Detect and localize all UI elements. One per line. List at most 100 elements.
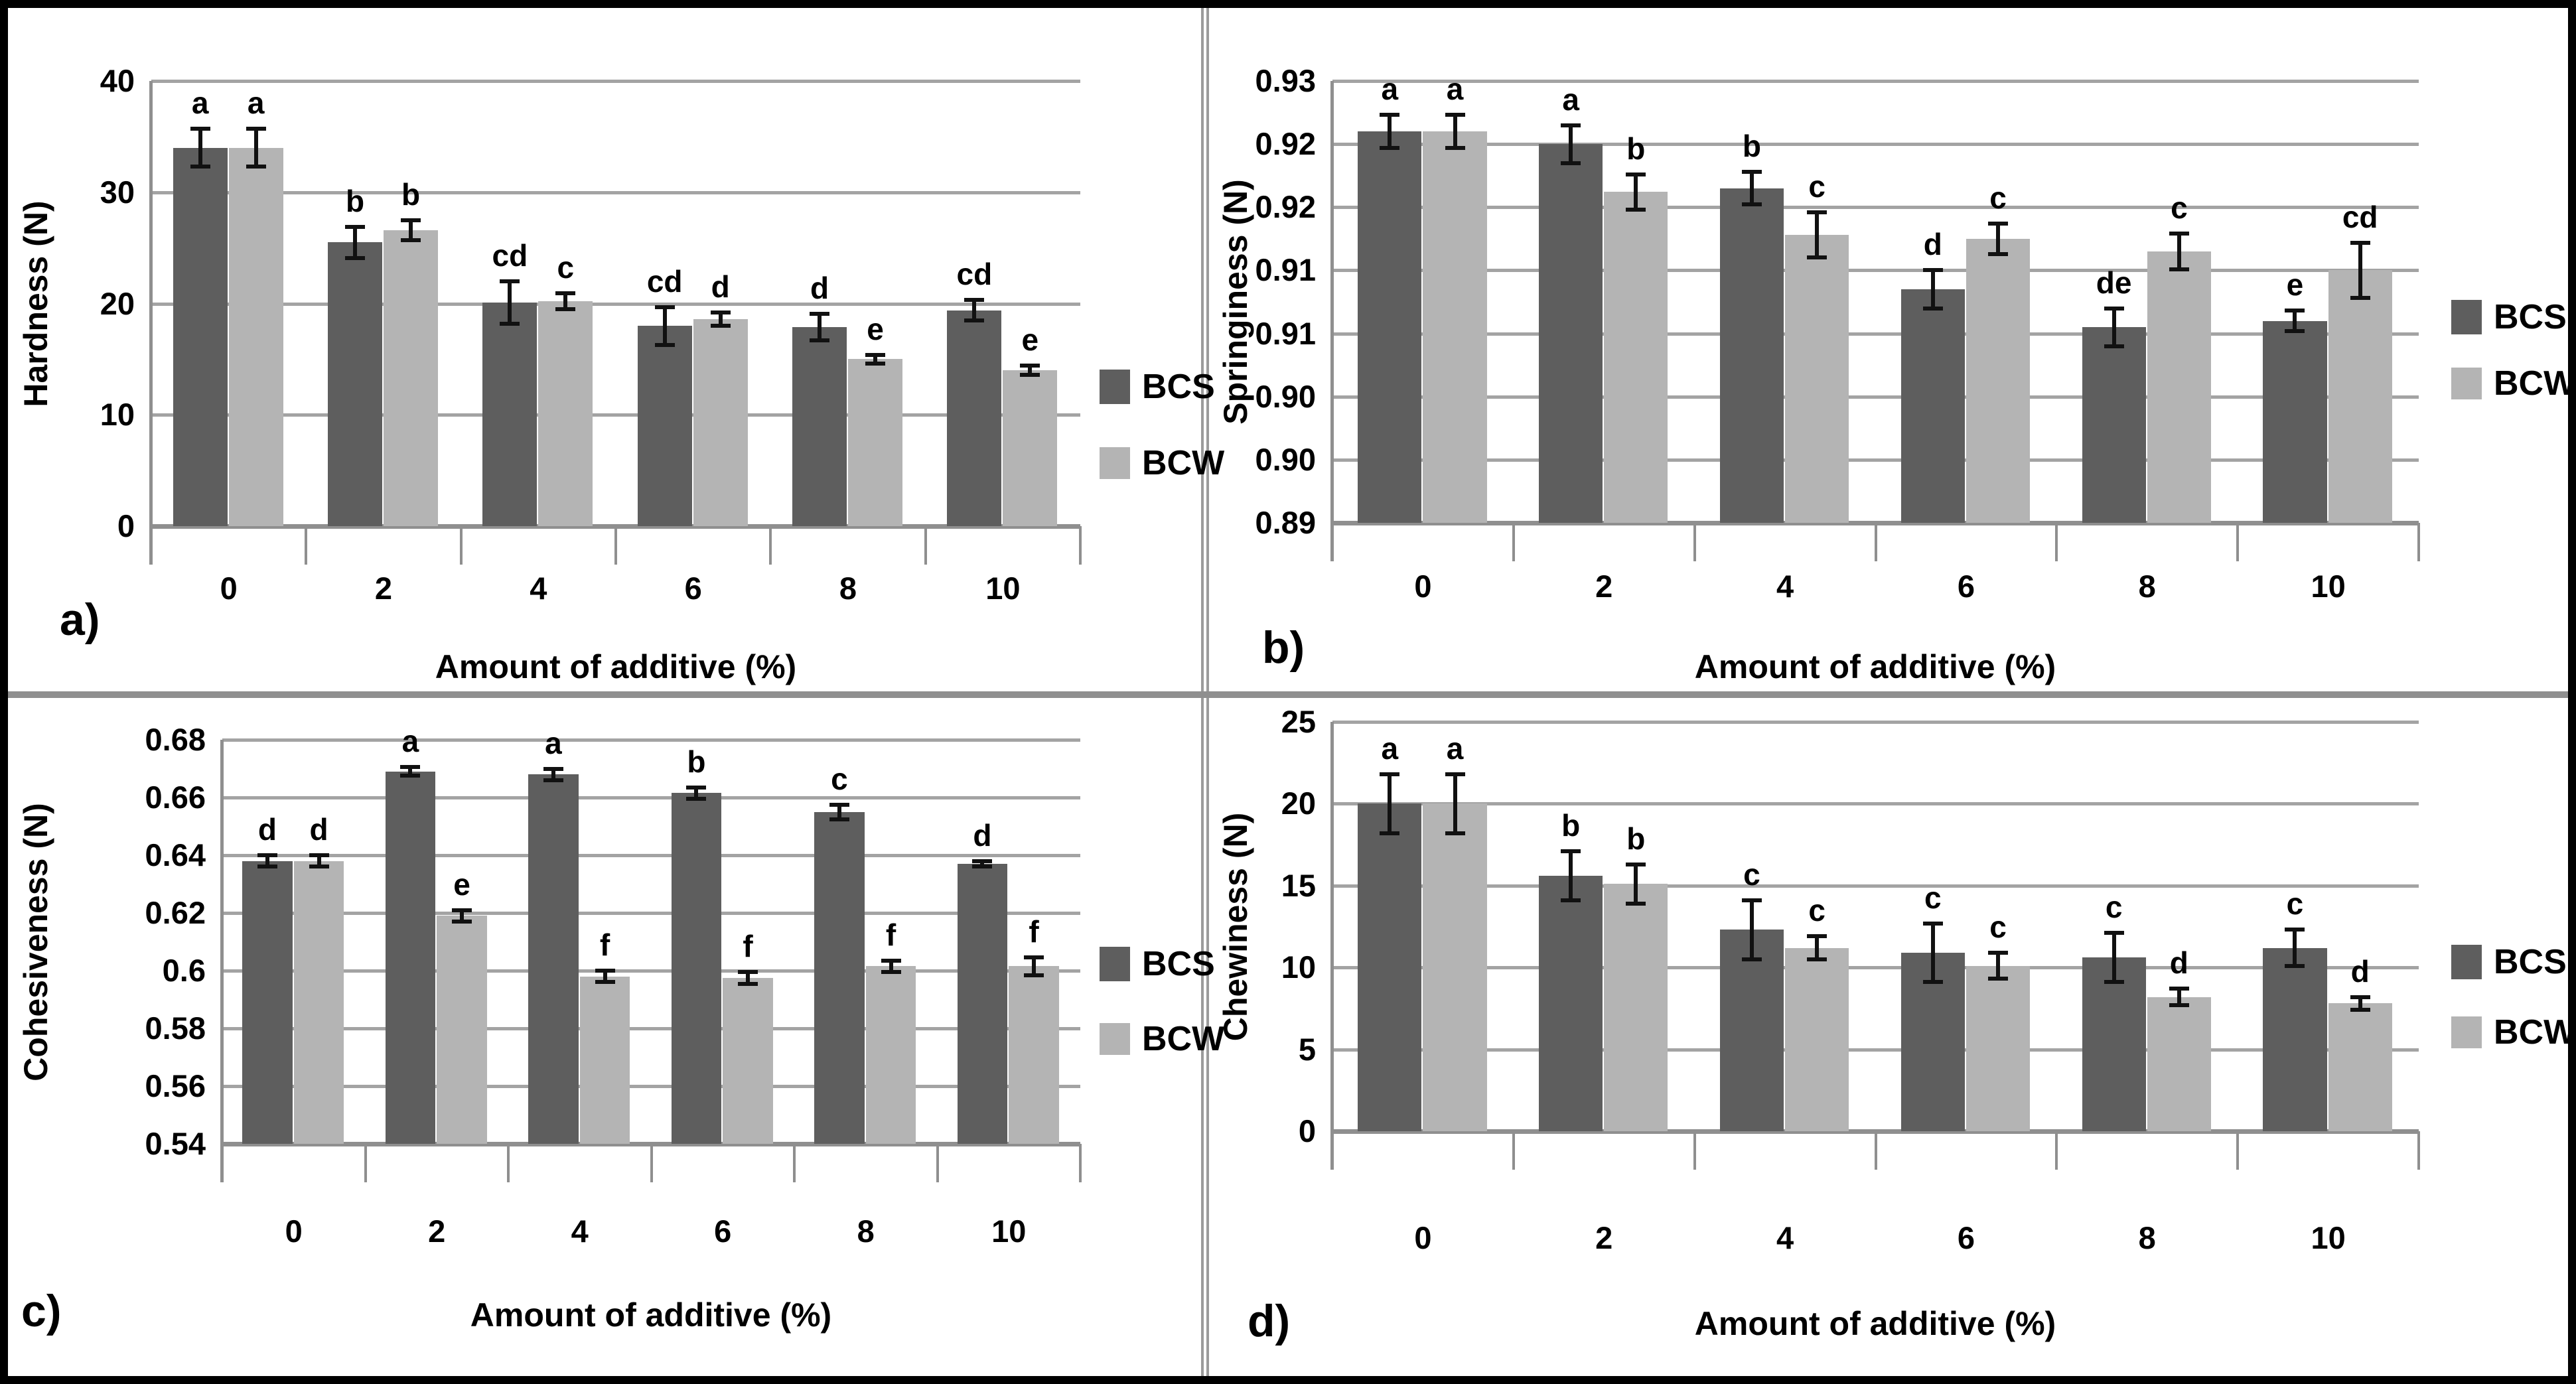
y-tick-label: 10 xyxy=(1281,949,1316,985)
significance-letter: b xyxy=(1742,129,1762,163)
legend-swatch-bcs xyxy=(2451,945,2482,979)
error-bar-cap-top xyxy=(555,291,576,296)
error-bar-cap-bottom xyxy=(190,165,210,169)
error-bar-cap-bottom xyxy=(452,920,472,924)
error-bar-cap-top xyxy=(309,853,329,857)
significance-letter: a xyxy=(1446,72,1464,107)
significance-letter: d xyxy=(2169,945,2188,981)
legend-label-bcs: BCS xyxy=(1142,945,1215,983)
y-tick-label: 0.62 xyxy=(145,895,206,930)
bar-bcs-2 xyxy=(328,242,382,526)
y-tick-label: 10 xyxy=(100,397,135,433)
legend-item-bcs: BCS xyxy=(2451,300,2567,334)
error-bar-cap-bottom xyxy=(1988,977,2009,981)
bar-bcw-4 xyxy=(1785,947,1849,1131)
y-tick-label: 0 xyxy=(117,508,135,543)
x-tick-label: 2 xyxy=(1595,1220,1613,1255)
x-axis-tick xyxy=(1079,1144,1082,1182)
error-bar xyxy=(746,972,751,984)
error-bar xyxy=(508,281,512,324)
y-axis-line xyxy=(149,81,153,565)
legend-swatch-bcw xyxy=(1100,447,1130,479)
error-bar-cap-top xyxy=(1626,172,1646,176)
bar-bcw-6 xyxy=(1966,238,2031,523)
error-bar xyxy=(1388,774,1392,833)
error-bar-cap-top xyxy=(881,958,901,963)
x-axis-title: Amount of additive (%) xyxy=(435,648,797,685)
bar-bcw-6 xyxy=(693,318,748,526)
error-bar-cap-bottom xyxy=(1988,251,2009,256)
panel-hardness: 40 30 20 10 0 0 a a 2 b b 4 cd c 6 cd d 8 d e 10 cd e Hardness … xyxy=(8,8,1224,691)
significance-letter: d xyxy=(257,812,277,847)
error-bar-cap-top xyxy=(400,765,421,770)
error-bar-cap-bottom xyxy=(1741,202,1762,207)
x-axis-title: Amount of additive (%) xyxy=(470,1296,832,1334)
y-tick-label: 5 xyxy=(1298,1031,1316,1067)
y-tick-label: 0.58 xyxy=(145,1010,206,1046)
x-tick-label: 6 xyxy=(684,571,702,606)
bar-bcs-4 xyxy=(528,774,579,1144)
y-tick-label: 15 xyxy=(1281,867,1316,903)
error-bar xyxy=(1453,774,1457,833)
error-bar-cap-top xyxy=(1380,113,1400,117)
error-bar-cap-top xyxy=(1807,934,1827,939)
significance-letter: a xyxy=(191,86,209,121)
error-bar-cap-top xyxy=(2104,931,2124,935)
bar-bcw-8 xyxy=(2147,251,2211,523)
error-bar-cap-bottom xyxy=(2104,344,2124,348)
significance-letter: a xyxy=(545,725,562,760)
x-tick-label: 8 xyxy=(2138,1220,2156,1255)
bar-bcw-10 xyxy=(1003,370,1058,526)
error-bar xyxy=(265,855,269,867)
error-bar-cap-top xyxy=(738,970,758,975)
error-bar xyxy=(460,910,465,922)
gridline xyxy=(1332,802,2419,806)
error-bar-cap-top xyxy=(829,802,849,807)
legend-item-bcw: BCW xyxy=(2451,364,2576,403)
x-tick-label: 2 xyxy=(374,571,393,606)
error-bar-cap-bottom xyxy=(964,318,985,322)
error-bar-cap-bottom xyxy=(401,238,421,242)
y-tick-label: 0.89 xyxy=(1255,505,1316,540)
error-bar-cap-top xyxy=(2350,995,2370,999)
error-bar xyxy=(1028,366,1033,375)
error-bar xyxy=(1815,936,1820,959)
legend-item-bcs: BCS xyxy=(1100,947,1215,981)
y-tick-label: 0.90 xyxy=(1255,441,1316,477)
error-bar-cap-bottom xyxy=(1445,831,1465,835)
error-bar-cap-top xyxy=(1807,210,1827,214)
error-bar-cap-top xyxy=(1445,113,1465,117)
x-axis-tick xyxy=(1079,526,1082,565)
bar-bcs-8 xyxy=(792,326,847,526)
bar-bcs-10 xyxy=(947,310,1002,526)
error-bar xyxy=(1032,957,1037,975)
bar-bcw-2 xyxy=(384,230,438,526)
error-bar-cap-bottom xyxy=(829,817,849,821)
y-tick-label: 0.91 xyxy=(1255,252,1316,288)
x-axis-tick xyxy=(1512,523,1515,561)
y-axis-line xyxy=(1330,81,1334,561)
significance-letter: cd xyxy=(492,238,528,273)
y-tick-label: 0.54 xyxy=(145,1126,206,1161)
x-axis-tick xyxy=(150,526,153,565)
y-tick-label: 30 xyxy=(100,174,135,210)
x-tick-label: 8 xyxy=(857,1213,875,1249)
legend-label-bcw: BCW xyxy=(2494,364,2576,403)
error-bar xyxy=(694,787,699,799)
x-axis-tick xyxy=(1874,1131,1877,1170)
x-tick-label: 2 xyxy=(428,1213,446,1249)
significance-letter: b xyxy=(345,183,365,218)
error-bar-cap-bottom xyxy=(686,797,707,801)
gridline xyxy=(1332,884,2419,888)
legend-swatch-bcs xyxy=(2451,300,2482,334)
y-tick-label: 0 xyxy=(1298,1113,1316,1148)
error-bar xyxy=(818,313,822,340)
error-bar-cap-bottom xyxy=(543,778,563,782)
error-bar-cap-top xyxy=(1024,955,1044,960)
error-bar-cap-top xyxy=(452,908,472,912)
error-bar xyxy=(2358,997,2362,1010)
error-bar xyxy=(873,354,877,364)
bar-bcw-8 xyxy=(865,966,916,1144)
significance-letter: b xyxy=(687,744,706,779)
panel-cohesiveness: 0.68 0.66 0.64 0.62 0.6 0.58 0.56 0.54 0 d d 2 a e 4 a f… xyxy=(8,698,1224,1376)
